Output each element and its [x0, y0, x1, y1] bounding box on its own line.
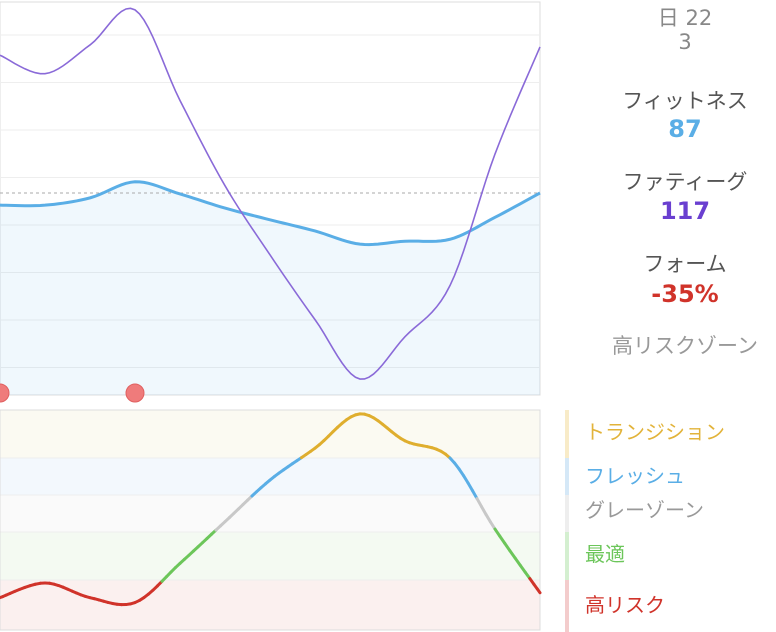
fatigue-line	[0, 7, 541, 380]
event-marker	[125, 383, 145, 403]
date-label: 日 22 3	[600, 6, 770, 54]
form-line-segment	[503, 541, 512, 553]
date-month: 3	[678, 30, 692, 54]
form-zone-band	[0, 532, 540, 580]
form-value: -35%	[651, 280, 719, 308]
legend-fresh: フレッシュ	[565, 458, 765, 495]
form-panel	[0, 409, 541, 631]
form-line-segment	[535, 587, 542, 595]
event-marker	[0, 383, 10, 403]
form-zone-band	[0, 458, 540, 495]
form-line-segment	[480, 505, 488, 516]
fitness-value: 87	[668, 115, 702, 143]
legend-transition: トランジション	[565, 410, 765, 458]
legend-high-risk: 高リスク	[565, 580, 765, 632]
form-line-segment	[508, 549, 517, 560]
form-zone-band	[0, 580, 540, 630]
form-zone-band	[0, 495, 540, 532]
form-line-segment	[471, 489, 479, 501]
fitness-area	[0, 181, 540, 395]
legend-optimal: 最適	[565, 532, 765, 580]
date-day: 日 22	[657, 6, 713, 30]
fitness-chart	[0, 1, 542, 631]
fitness-label: フィットネス	[622, 89, 748, 113]
zone-status: 高リスクゾーン	[612, 334, 758, 358]
legend-grey-zone: グレーゾーン	[565, 495, 765, 532]
form-line-segment	[475, 497, 483, 509]
form-label: フォーム	[643, 252, 727, 276]
fatigue-value: 117	[659, 197, 711, 225]
fatigue-label: ファティーグ	[622, 170, 748, 194]
fitness-line	[0, 180, 541, 247]
form-zone-band	[0, 410, 540, 458]
